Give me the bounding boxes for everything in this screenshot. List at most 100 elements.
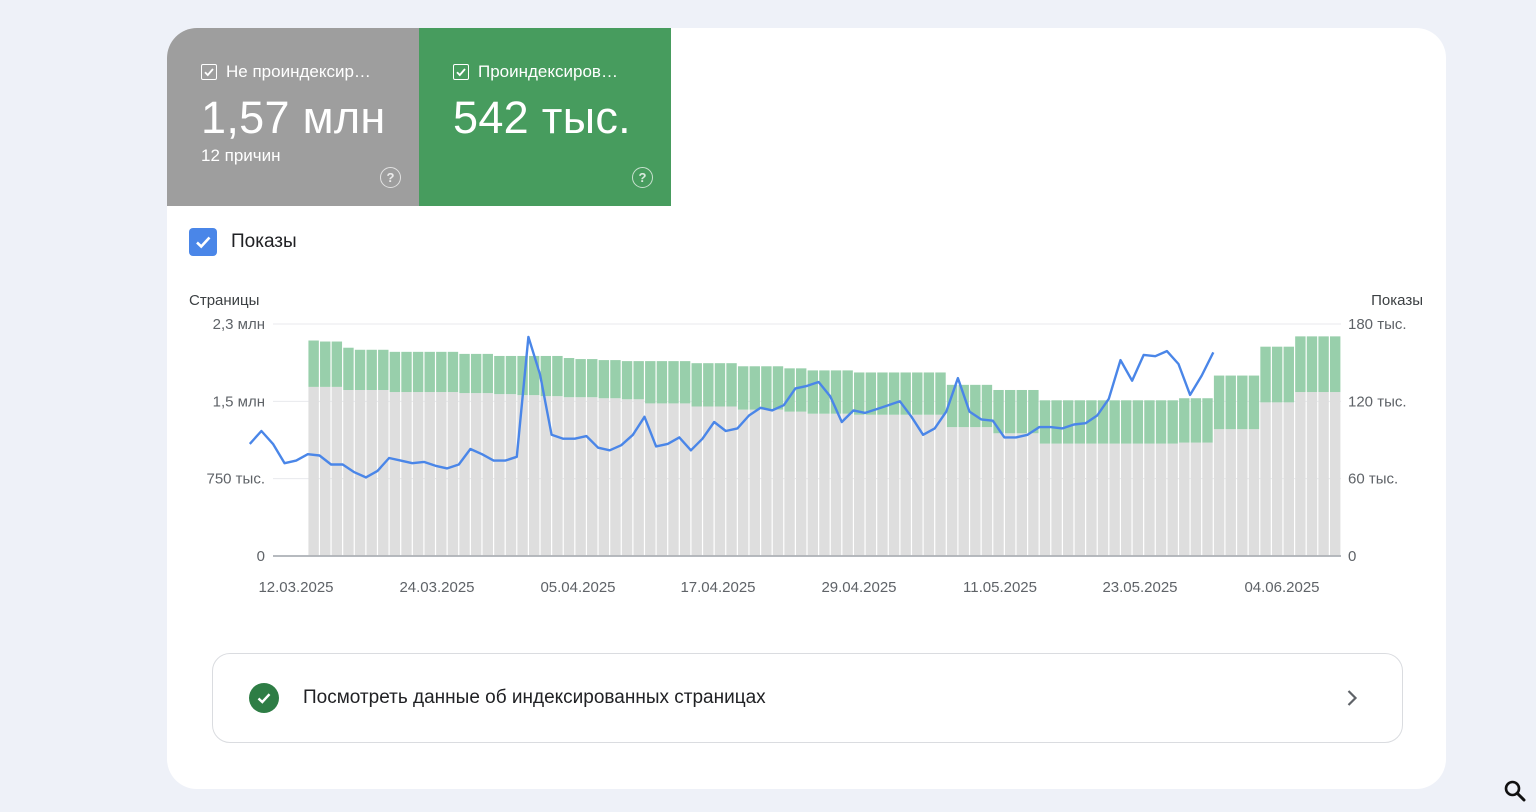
chart-bar [1132,400,1144,444]
help-icon[interactable]: ? [632,167,653,188]
chart-bar [436,351,447,393]
impressions-toggle[interactable]: Показы [189,228,297,256]
chart-bar [946,427,958,556]
chart-bar [424,392,435,556]
chart-bar [308,386,319,556]
view-indexed-pages-link[interactable]: Посмотреть данные об индексированных стр… [212,653,1403,743]
chart-bar [1144,443,1155,556]
x-tick-label: 04.06.2025 [1244,579,1319,596]
chart-bar [737,366,749,410]
chart-bar [1155,400,1167,444]
chart-bar [412,351,424,393]
chart-bar [1097,400,1109,444]
chart-bar [1329,336,1341,393]
chart-bar [587,359,598,398]
chart-bar [1016,389,1027,434]
chart-bar [482,393,493,556]
chart-bar [714,363,726,407]
chart-bar [505,394,517,556]
right-tick-label: 0 [1348,548,1356,565]
chart-bar [1121,443,1132,556]
chart-bar [1295,336,1306,393]
chart-bar [900,372,911,415]
right-tick-label: 180 тыс. [1348,316,1407,333]
indexed-tile-header: Проиндексиров… [453,62,671,82]
search-icon[interactable] [1500,776,1530,806]
right-tick-label: 120 тыс. [1348,393,1407,410]
chart-bar [1306,336,1318,393]
chart-bar [912,414,923,556]
chart-bar [1062,443,1074,556]
chart-bar [888,372,900,415]
chart-bar [1074,400,1086,444]
chart-bar [668,361,679,404]
chart-bar [726,406,737,556]
chart-bar [819,370,830,414]
impressions-toggle-label: Показы [231,231,297,252]
chart-bar [1167,400,1178,444]
chart-bar [854,414,865,556]
chart-bar [749,366,760,410]
chart-bar [703,363,714,407]
chart-bar [308,340,319,387]
chart-bar [656,403,668,556]
chart-bar [1132,443,1144,556]
chart-bar [1062,400,1074,444]
chart-bar [1004,389,1016,434]
chart-bar [436,392,447,556]
chart-bar [795,411,807,556]
indexed-tile[interactable]: Проиндексиров… 542 тыс. ? [419,28,671,206]
chart-bar [854,372,865,415]
chart-bar [517,355,528,396]
chart-bar [528,395,540,556]
x-tick-label: 05.04.2025 [540,579,615,596]
chart-bar [1237,429,1248,556]
chart-bar [761,366,772,410]
chart-bar [494,394,505,556]
chart-bar [633,361,644,400]
chart-bar [772,366,784,410]
chart-bar [645,403,656,556]
checkbox-icon[interactable] [453,64,469,80]
not-indexed-tile[interactable]: Не проиндексир… 1,57 млн 12 причин ? [167,28,419,206]
chart-bar [633,399,644,556]
chart-bar [807,370,819,414]
view-indexed-pages-label: Посмотреть данные об индексированных стр… [303,687,766,708]
chart-bar [1074,443,1086,556]
x-tick-label: 11.05.2025 [963,579,1037,596]
chart-bar [1051,443,1062,556]
chart-bar [389,351,401,393]
checkbox-icon[interactable] [201,64,217,80]
chart-bar [784,368,795,412]
chart-bar [703,406,714,556]
chart-bar [970,427,981,556]
chart-bar [1028,433,1039,556]
chart-bar [900,414,911,556]
chart-bar [331,341,343,387]
chart-bar [1213,429,1225,556]
checkbox-checked-icon[interactable] [189,228,217,256]
chart-bar [1039,443,1051,556]
chart-bar [993,433,1004,556]
chart-bar [470,393,482,556]
chart-bar [1329,392,1341,556]
chart-bar [761,409,772,556]
chart-bar [459,353,470,394]
chart-bar [679,403,691,556]
chart-bar [958,384,969,428]
left-tick-label: 0 [257,548,265,565]
chart-bar [1004,433,1016,556]
chart-bar [1318,336,1329,393]
help-icon[interactable]: ? [380,167,401,188]
left-tick-label: 2,3 млн [213,316,265,333]
chart-bar [1260,402,1271,556]
chart-canvas: 2,3 млн 1,5 млн 750 тыс. 0 180 тыс. 120 тыс. 6… [189,292,1423,596]
chart-bar [772,409,784,556]
chart-bar [1295,392,1306,556]
chart-bar [946,384,958,428]
chart-bar [1179,398,1190,443]
chart-bar [1271,402,1283,556]
chart-bar [552,355,563,397]
chart-bar [401,392,412,556]
chart-bar [1167,443,1178,556]
